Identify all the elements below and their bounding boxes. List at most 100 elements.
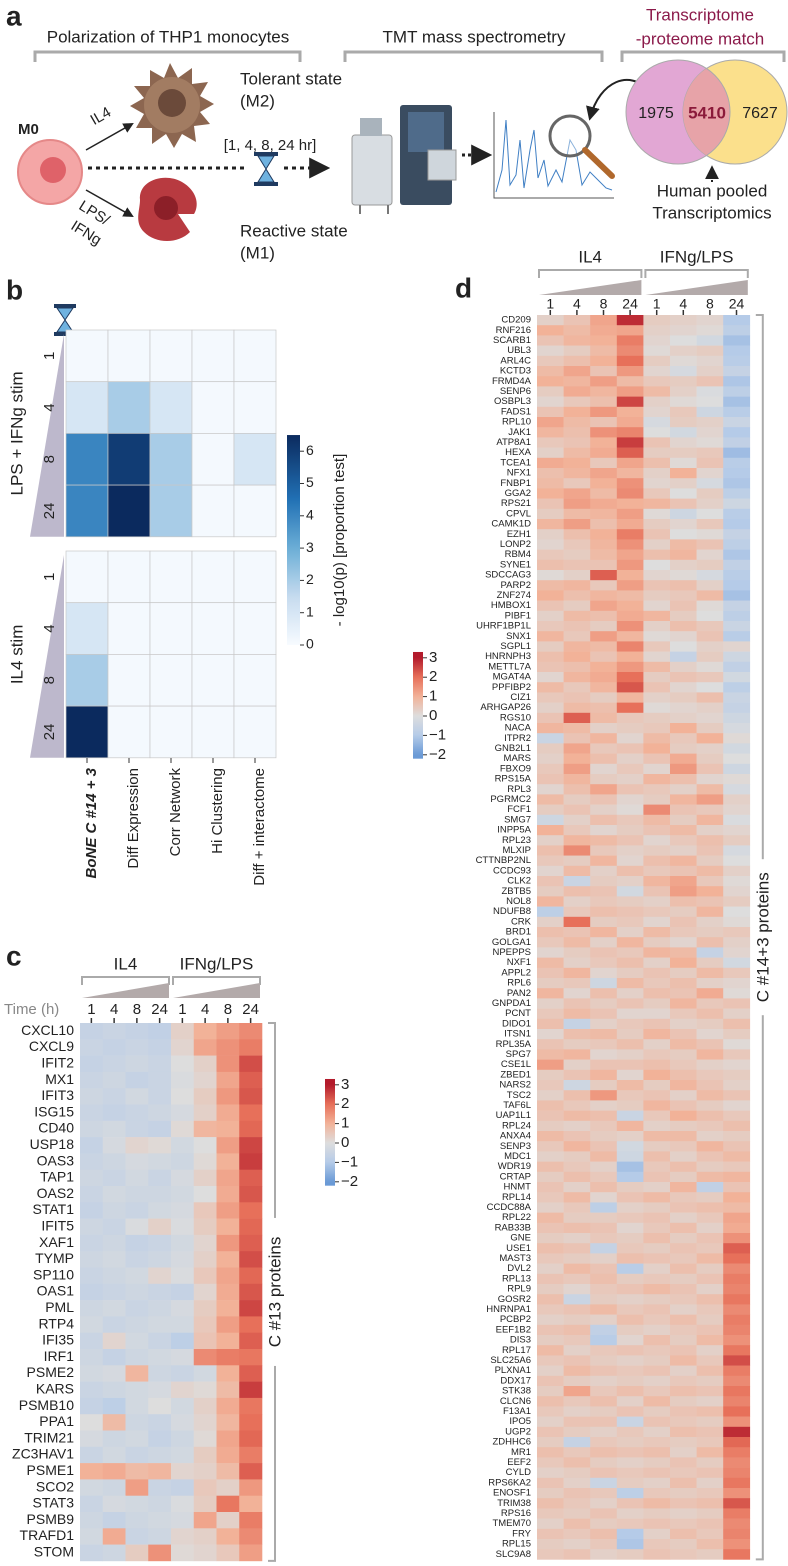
heat-cell [239, 1088, 262, 1105]
heat-cell [537, 825, 564, 836]
heat-cell [723, 611, 750, 622]
heat-cell [194, 1447, 217, 1464]
heat-cell [670, 1121, 697, 1132]
heat-cell [148, 1398, 171, 1415]
heat-cell [192, 706, 234, 758]
row-label: 8 [41, 455, 58, 463]
heat-cell [617, 346, 644, 357]
heat-cell [103, 1284, 126, 1301]
heat-cell [171, 1137, 194, 1154]
panel-label: a [6, 0, 22, 31]
heat-cell [537, 1141, 564, 1152]
heat-cell [670, 1355, 697, 1366]
heat-cell [670, 335, 697, 346]
heat-cell [590, 539, 617, 550]
heat-cell [697, 376, 724, 387]
colorbar-tick-label: 5 [306, 474, 314, 490]
heat-cell [643, 1202, 670, 1213]
heat-cell [617, 1304, 644, 1315]
heat-cell [697, 356, 724, 367]
heat-cell [192, 603, 234, 655]
row-label: PSME2 [27, 1364, 75, 1380]
heat-cell [590, 519, 617, 530]
heat-cell [670, 601, 697, 612]
heat-cell [617, 468, 644, 479]
heat-cell [80, 1382, 103, 1399]
heat-cell [590, 815, 617, 826]
heat-cell [643, 1233, 670, 1244]
heat-cell [723, 621, 750, 632]
heat-cell [617, 1192, 644, 1203]
heat-cell [670, 937, 697, 948]
heat-cell [723, 1376, 750, 1387]
heat-cell [617, 978, 644, 989]
heat-cell [564, 580, 591, 591]
heat-cell [194, 1219, 217, 1236]
heat-cell [564, 641, 591, 652]
heat-cell [643, 774, 670, 785]
heat-cell [590, 1447, 617, 1458]
heat-cell [564, 1508, 591, 1519]
section-bracket [345, 52, 602, 62]
heat-cell [537, 407, 564, 418]
colorbar-tick-label: 6 [306, 442, 314, 458]
heat-cell [103, 1186, 126, 1203]
panel-label: b [6, 274, 23, 305]
heat-cell [590, 988, 617, 999]
heat-cell [697, 794, 724, 805]
heat-cell [564, 1060, 591, 1071]
heat-cell [194, 1170, 217, 1187]
heat-cell [697, 560, 724, 571]
heat-cell [643, 386, 670, 397]
heat-cell [217, 1398, 240, 1415]
heat-cell [723, 835, 750, 846]
heat-cell [590, 590, 617, 601]
heat-cell [564, 1253, 591, 1264]
heat-cell [723, 519, 750, 530]
source-label: Transcriptomics [652, 203, 771, 222]
heat-cell [643, 815, 670, 826]
heat-cell [537, 539, 564, 550]
heat-cell [617, 519, 644, 530]
heat-cell [617, 1009, 644, 1020]
heat-cell [723, 1386, 750, 1397]
heat-cell [590, 376, 617, 387]
heat-cell [697, 1478, 724, 1489]
heat-cell [643, 1284, 670, 1295]
heat-cell [723, 886, 750, 897]
heat-cell [564, 978, 591, 989]
heat-cell [171, 1251, 194, 1268]
heat-cell [697, 978, 724, 989]
heat-cell [564, 1529, 591, 1540]
state-label: (M2) [240, 91, 275, 110]
heat-cell [103, 1170, 126, 1187]
heat-cell [590, 1182, 617, 1193]
colorbar [413, 652, 423, 759]
heat-cell [126, 1414, 149, 1431]
heat-cell [697, 1100, 724, 1111]
heat-cell [670, 1172, 697, 1183]
heat-cell [723, 713, 750, 724]
heat-cell [670, 876, 697, 887]
heat-cell [697, 437, 724, 448]
heat-cell [564, 1345, 591, 1356]
heat-cell [643, 397, 670, 408]
heat-cell [103, 1447, 126, 1464]
heat-cell [239, 1202, 262, 1219]
heat-cell [194, 1088, 217, 1105]
heat-cell [697, 580, 724, 591]
heat-cell [564, 1141, 591, 1152]
heat-cell [670, 682, 697, 693]
heat-cell [564, 662, 591, 673]
heat-cell [617, 366, 644, 377]
heat-cell [590, 917, 617, 928]
heat-cell [103, 1365, 126, 1382]
heat-cell [617, 1508, 644, 1519]
heat-cell [194, 1512, 217, 1529]
heat-cell [537, 1304, 564, 1315]
heat-cell [643, 937, 670, 948]
group-label: IFNg/LPS [180, 954, 254, 973]
heat-cell [643, 631, 670, 642]
heat-cell [723, 448, 750, 459]
heat-cell [670, 1417, 697, 1428]
